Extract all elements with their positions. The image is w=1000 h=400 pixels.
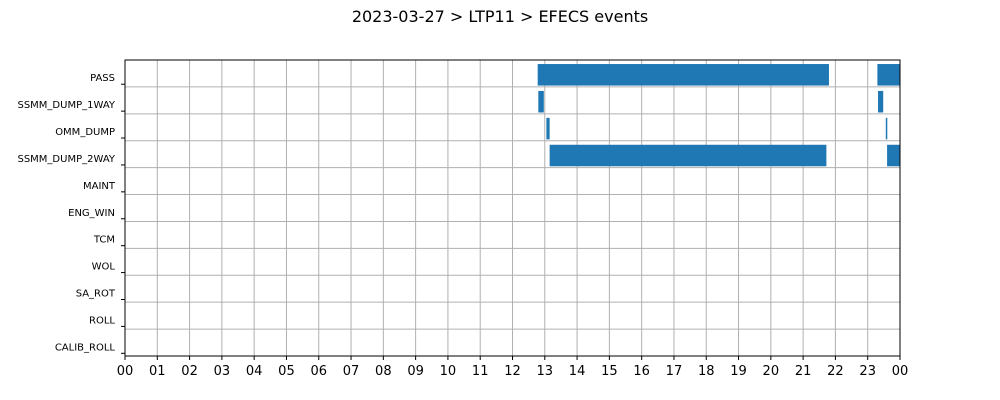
y-tick-label: ROLL bbox=[89, 315, 115, 326]
y-tick-label: OMM_DUMP bbox=[55, 127, 115, 138]
event-bar bbox=[877, 64, 900, 86]
x-tick-label: 09 bbox=[407, 364, 424, 379]
plot-frame bbox=[124, 59, 901, 357]
x-tick-label: 16 bbox=[633, 364, 650, 379]
event-bar bbox=[885, 117, 888, 140]
x-tick-label: 04 bbox=[246, 364, 263, 379]
y-tick-label: PASS bbox=[90, 73, 115, 84]
x-tick-label: 08 bbox=[375, 364, 392, 379]
event-bar bbox=[549, 144, 827, 167]
y-tick-label: SSMM_DUMP_2WAY bbox=[17, 154, 115, 165]
x-tick-label: 14 bbox=[569, 364, 586, 379]
y-tick-label: TCM bbox=[93, 235, 115, 246]
y-tick-label: MAINT bbox=[83, 181, 116, 192]
event-bar bbox=[537, 64, 829, 86]
event-bar bbox=[546, 117, 550, 140]
y-tick-label: WOL bbox=[92, 262, 116, 273]
x-tick-label: 07 bbox=[343, 364, 360, 379]
x-tick-label: 03 bbox=[214, 364, 231, 379]
event-bars bbox=[537, 64, 900, 167]
x-tick-label: 00 bbox=[892, 364, 909, 379]
x-tick-label: 00 bbox=[117, 364, 134, 379]
event-bar bbox=[887, 144, 900, 167]
x-tick-label: 18 bbox=[698, 364, 715, 379]
x-tick-label: 01 bbox=[149, 364, 166, 379]
event-bar bbox=[538, 90, 544, 113]
x-tick-label: 10 bbox=[440, 364, 457, 379]
x-tick-label: 19 bbox=[730, 364, 747, 379]
x-tick-label: 23 bbox=[859, 364, 876, 379]
x-tick-label: 13 bbox=[537, 364, 554, 379]
x-tick-label: 20 bbox=[763, 364, 780, 379]
x-tick-label: 06 bbox=[310, 364, 327, 379]
x-tick-label: 02 bbox=[181, 364, 198, 379]
y-tick-label: SA_ROT bbox=[76, 288, 116, 299]
y-tick-label: ENG_WIN bbox=[68, 208, 115, 219]
x-axis: 00 01 02 03 04 05 06 07 08 09 10 11 12 13 14 15 16 17 18 19… bbox=[117, 356, 909, 379]
y-tick-label: SSMM_DUMP_1WAY bbox=[17, 100, 115, 111]
x-tick-label: 22 bbox=[827, 364, 844, 379]
y-tick-label: CALIB_ROLL bbox=[55, 342, 116, 353]
x-tick-label: 05 bbox=[278, 364, 295, 379]
y-axis: PASS SSMM_DUMP_1WAY OMM_DUMP SSMM_DUMP_2WAY… bbox=[17, 73, 125, 354]
x-tick-label: 21 bbox=[795, 364, 812, 379]
x-tick-label: 15 bbox=[601, 364, 618, 379]
grid bbox=[124, 60, 901, 356]
event-bar bbox=[878, 90, 884, 113]
chart-title: 2023-03-27 > LTP11 > EFECS events bbox=[352, 7, 648, 26]
x-tick-label: 17 bbox=[666, 364, 683, 379]
x-tick-label: 11 bbox=[472, 364, 489, 379]
x-tick-label: 12 bbox=[504, 364, 521, 379]
